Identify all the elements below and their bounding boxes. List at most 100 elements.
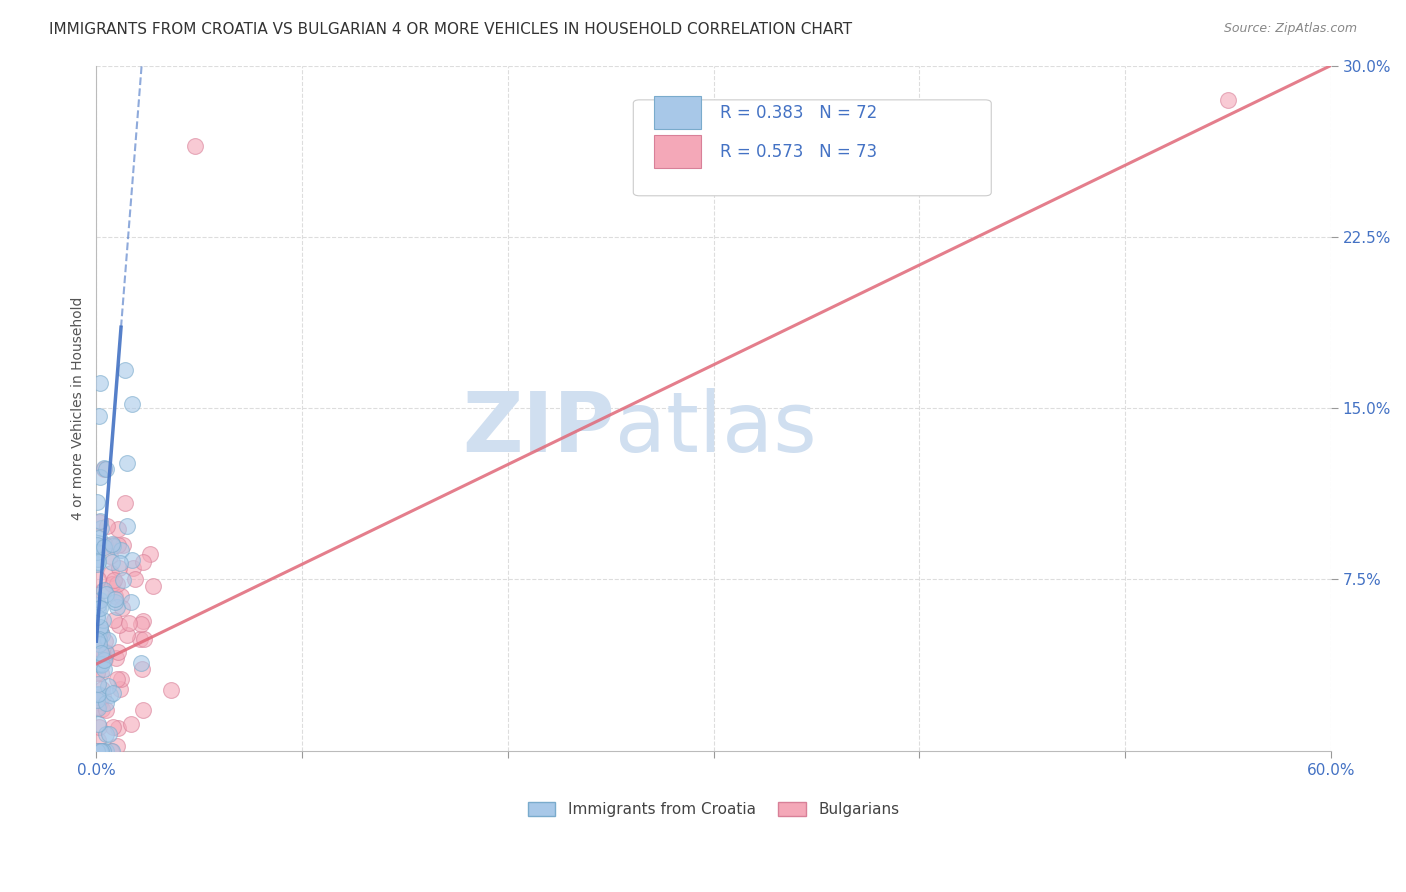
Point [89,620,111,634]
Point [94,744,117,758]
Point [93,744,115,758]
Point [98,688,121,702]
Text: IMMIGRANTS FROM CROATIA VS BULGARIAN 4 OR MORE VEHICLES IN HOUSEHOLD CORRELATION: IMMIGRANTS FROM CROATIA VS BULGARIAN 4 O… [49,22,852,37]
Point [97,679,120,693]
Point [94,646,117,660]
Point [87,598,110,612]
Legend: Immigrants from Croatia, Bulgarians: Immigrants from Croatia, Bulgarians [522,796,905,823]
Point [89,696,111,710]
Point [93,582,115,597]
Point [86,545,108,559]
Point [111,538,134,552]
Point [90,644,112,658]
Point [96,632,118,647]
Point [96,645,118,659]
Point [91,690,114,704]
Point [132,555,155,569]
Point [93,652,115,666]
Point [94,462,117,476]
Point [121,553,143,567]
Point [114,363,136,377]
Point [86,557,108,571]
Point [107,537,129,551]
Point [100,744,122,758]
Point [91,702,114,716]
Point [90,521,112,535]
Point [98,549,121,563]
Point [94,587,117,601]
Point [90,665,112,680]
Point [86,633,108,648]
Point [94,538,117,552]
Point [111,573,134,587]
Point [86,595,108,609]
Point [93,662,115,676]
Point [101,721,124,735]
Point [90,658,112,673]
Point [142,579,165,593]
Point [86,699,108,714]
Point [87,632,110,646]
Point [132,702,155,716]
Point [86,690,108,704]
Y-axis label: 4 or more Vehicles in Household: 4 or more Vehicles in Household [72,296,86,520]
Point [89,642,111,657]
Point [87,733,110,747]
Point [94,634,117,648]
Point [87,657,110,671]
Point [89,593,111,607]
Point [94,696,117,710]
Point [103,573,125,587]
Point [86,677,108,691]
Point [118,615,141,630]
Point [107,645,129,659]
Point [91,584,114,599]
Point [108,556,131,570]
Point [1216,93,1239,107]
Point [105,673,128,687]
Point [86,538,108,552]
Point [114,496,136,510]
Point [89,376,111,390]
Point [87,744,110,758]
Point [128,632,150,646]
Point [110,589,132,603]
Point [107,721,129,735]
Point [87,701,110,715]
Point [107,739,129,753]
Point [87,637,110,651]
Point [86,609,108,624]
Point [111,600,134,615]
Point [87,717,110,731]
Point [105,577,128,591]
FancyBboxPatch shape [654,96,702,129]
Point [86,693,108,707]
Point [87,744,110,758]
Point [117,456,139,470]
Point [93,541,115,555]
Point [131,661,153,675]
FancyBboxPatch shape [633,100,991,195]
Point [91,744,114,758]
Text: R = 0.383   N = 72: R = 0.383 N = 72 [720,103,877,122]
Point [98,727,121,741]
Point [94,652,117,666]
Point [107,561,129,575]
Point [89,514,111,528]
Point [91,657,114,672]
Point [110,672,132,686]
Point [121,397,143,411]
Point [87,602,110,616]
Point [101,744,124,758]
Text: atlas: atlas [614,388,817,469]
Point [90,744,112,758]
Point [107,522,129,536]
Point [124,572,146,586]
Point [86,494,108,508]
Point [87,531,110,545]
Text: R = 0.573   N = 73: R = 0.573 N = 73 [720,143,877,161]
Point [86,689,108,703]
Point [87,552,110,566]
Point [115,518,138,533]
Point [105,600,128,615]
